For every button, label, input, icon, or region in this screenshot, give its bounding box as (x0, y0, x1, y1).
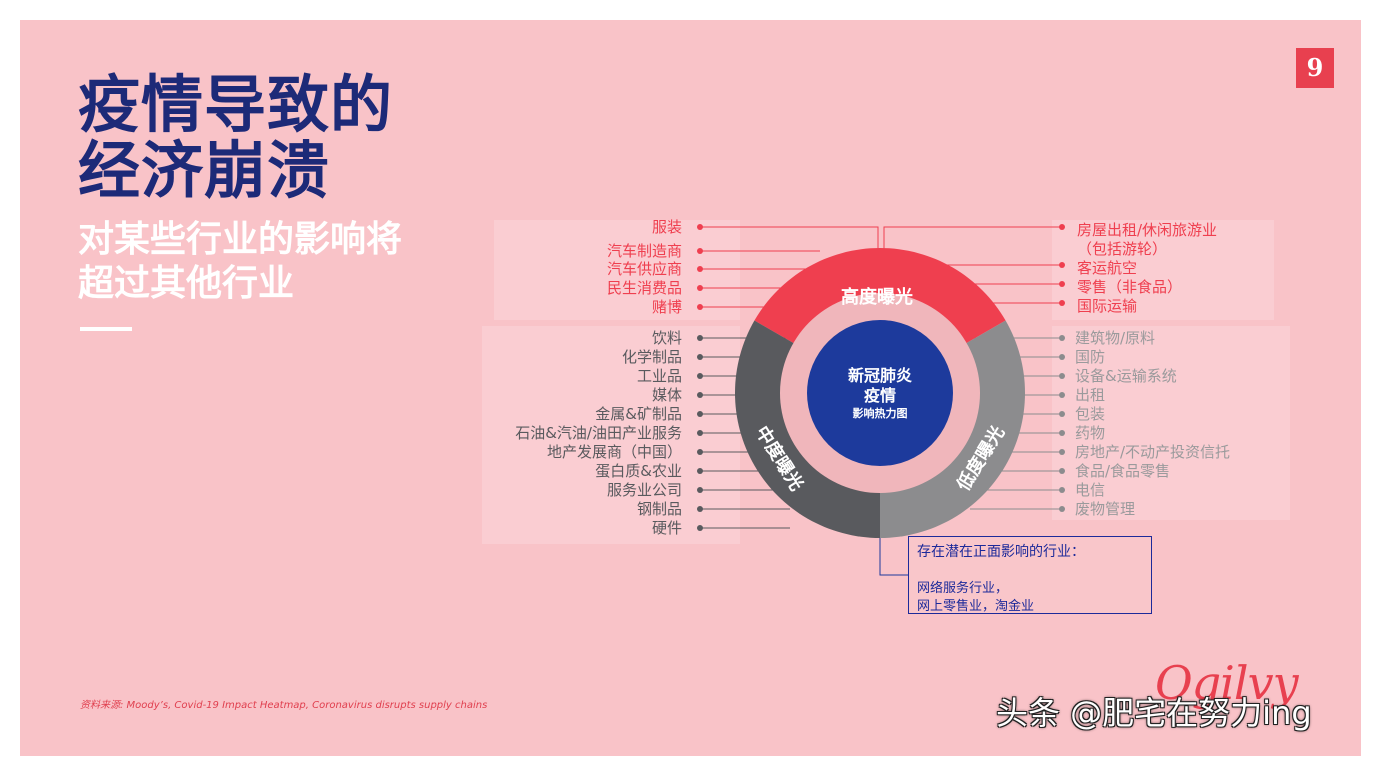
high-right-item: 客运航空 (1077, 259, 1137, 277)
high-left-item: 汽车供应商 (607, 260, 682, 278)
high-right-item: 房屋出租/休闲旅游业 (1077, 221, 1217, 239)
connector-dot (697, 285, 703, 291)
connector-dot (697, 248, 703, 254)
low-item: 建筑物/原料 (1075, 329, 1155, 347)
low-item: 设备&运输系统 (1075, 367, 1177, 385)
connector-dot (1059, 411, 1065, 417)
connector-high-left (700, 226, 879, 254)
medium-item: 硬件 (652, 519, 682, 537)
connector-dot (1059, 506, 1065, 512)
center-subtitle: 影响热力图 (853, 406, 908, 420)
low-panel (1052, 326, 1290, 520)
positive-impact-title: 存在潜在正面影响的行业： (917, 544, 1085, 560)
connector-dot (697, 411, 703, 417)
connector-dot (1059, 430, 1065, 436)
low-item: 出租 (1075, 386, 1105, 404)
connector-dot (1059, 487, 1065, 493)
connector-dot (1059, 449, 1065, 455)
low-item: 废物管理 (1075, 500, 1135, 518)
connector-dot (697, 430, 703, 436)
subtitle-line-1: 对某些行业的影响将 (78, 219, 403, 260)
high-right-item: 零售（非食品） (1077, 278, 1182, 296)
slide-subtitle: 对某些行业的影响将 超过其他行业 (78, 218, 498, 306)
center-title: 新冠肺炎 (848, 366, 912, 385)
medium-item: 钢制品 (637, 500, 682, 518)
center-circle (807, 320, 953, 466)
connector-dot (697, 487, 703, 493)
watermark: 头条 @肥宅在努力ing (996, 694, 1312, 732)
connector-dot (697, 266, 703, 272)
center-title-2: 疫情 (864, 386, 896, 405)
medium-item: 化学制品 (622, 348, 682, 366)
connector-positive (879, 538, 908, 576)
low-item: 包装 (1075, 405, 1105, 423)
source-note: 资料来源: Moody’s, Covid-19 Impact Heatmap, … (80, 700, 488, 711)
positive-impact-line-2: 网上零售业，淘金业 (917, 599, 1035, 614)
positive-impact-line-1: 网络服务行业， (917, 581, 1009, 596)
medium-item: 石油&汽油/油田产业服务 (515, 424, 682, 442)
title-line-2: 经济崩溃 (78, 134, 331, 207)
connector-dot (697, 354, 703, 360)
high-left-item: 服装 (652, 218, 682, 236)
low-item: 国防 (1075, 348, 1105, 366)
medium-item: 服务业公司 (607, 481, 682, 499)
connector-dot (697, 392, 703, 398)
connector-dot (697, 304, 703, 310)
high-left-item: 赌博 (652, 298, 682, 316)
high-right-panel (1052, 220, 1274, 320)
slide: 疫情导致的 经济崩溃 对某些行业的影响将 超过其他行业 9 高度曝光 中度曝光 低度… (20, 20, 1361, 756)
subtitle-line-2: 超过其他行业 (78, 263, 295, 304)
high-right-item: 国际运输 (1077, 297, 1137, 315)
connector-dot (1059, 468, 1065, 474)
ogilvy-logo: Ogilvy (1155, 656, 1299, 710)
low-item: 药物 (1075, 424, 1105, 442)
connector-dot (1059, 335, 1065, 341)
high-left-item: 汽车制造商 (607, 242, 682, 260)
high-right-item: （包括游轮） (1077, 240, 1167, 258)
connector-dot (1059, 354, 1065, 360)
slide-title: 疫情导致的 经济崩溃 (78, 72, 498, 204)
high-left-item: 民生消费品 (607, 279, 682, 297)
connector-dot (697, 449, 703, 455)
connector-dot (697, 506, 703, 512)
connector-dot (1059, 224, 1065, 230)
connector-dot (1059, 392, 1065, 398)
medium-item: 饮料 (652, 329, 682, 347)
high-exposure-label: 高度曝光 (841, 286, 913, 308)
connector-dot (697, 373, 703, 379)
low-item: 房地产/不动产投资信托 (1075, 443, 1230, 461)
connector-dot (697, 335, 703, 341)
medium-item: 金属&矿制品 (595, 405, 682, 423)
medium-panel (482, 326, 740, 544)
connector-dot (697, 224, 703, 230)
connector-dot (697, 525, 703, 531)
page-number: 9 (1296, 48, 1334, 88)
low-item: 电信 (1075, 481, 1105, 499)
medium-item: 工业品 (637, 367, 682, 385)
medium-item: 地产发展商（中国） (547, 443, 682, 461)
connector-dot (1059, 281, 1065, 287)
title-line-1: 疫情导致的 (78, 68, 394, 141)
connector-dot (697, 468, 703, 474)
connector-high-right (883, 226, 1062, 254)
connector-dot (1059, 262, 1065, 268)
low-item: 食品/食品零售 (1075, 462, 1170, 480)
positive-impact-box: 存在潜在正面影响的行业： 网络服务行业， 网上零售业，淘金业 (908, 536, 1152, 614)
title-divider (80, 327, 132, 331)
connector-dot (1059, 300, 1065, 306)
medium-item: 蛋白质&农业 (595, 462, 682, 480)
medium-item: 媒体 (652, 386, 682, 404)
connector-dot (1059, 373, 1065, 379)
